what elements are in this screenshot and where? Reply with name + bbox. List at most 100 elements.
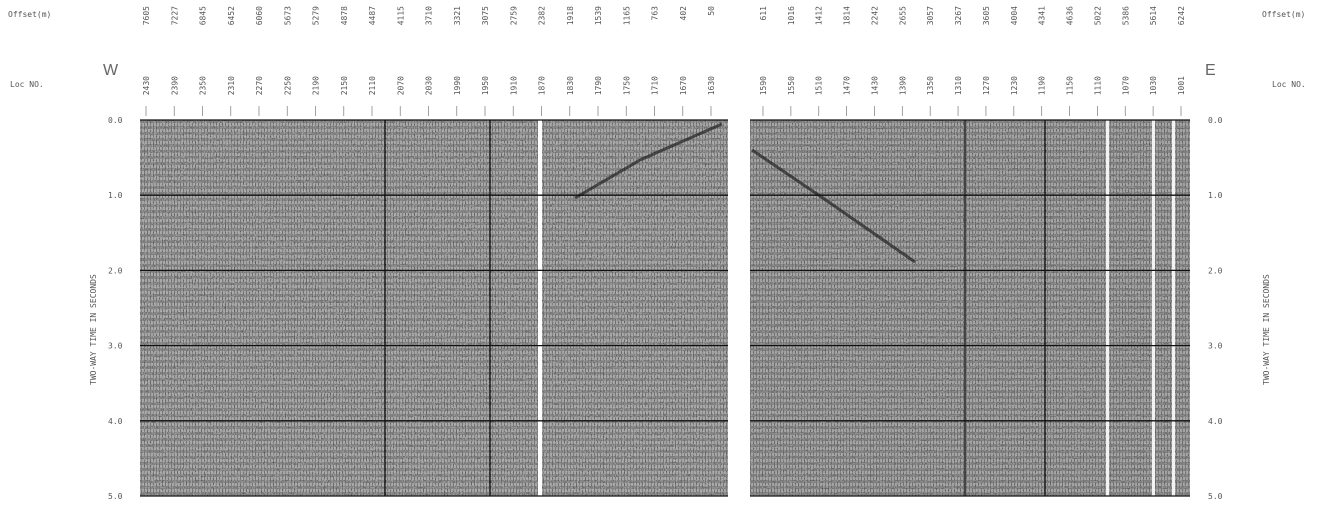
loc-tick-label: 1030 — [1149, 76, 1158, 95]
offset-tick-label: 3267 — [954, 6, 963, 25]
loc-tick-label: 1470 — [843, 76, 852, 95]
loc-tick-label: 1270 — [982, 76, 991, 95]
offset-tick-label: 6242 — [1177, 6, 1186, 25]
first-break-west — [574, 122, 723, 200]
offset-tick-label: 2759 — [509, 6, 518, 25]
offset-tick-label: 4341 — [1038, 6, 1047, 25]
loc-tick-label: 1430 — [871, 76, 880, 95]
offset-tick-label: 3075 — [481, 6, 490, 25]
offset-tick-label: 5022 — [1093, 6, 1102, 25]
offset-tick-label: 5279 — [312, 6, 321, 25]
loc-tick-label: 1110 — [1093, 76, 1102, 95]
loc-tick-label: 1990 — [453, 76, 462, 95]
offset-tick-label: 6845 — [199, 6, 208, 25]
loc-tick-label: 1830 — [566, 76, 575, 95]
loc-tick-label: 1790 — [594, 76, 603, 95]
y-tick-label-left: 3.0 — [108, 342, 123, 351]
offset-tick-label: 1016 — [787, 6, 796, 25]
dead-trace-east-1 — [1106, 120, 1109, 496]
y-tick-label-left: 0.0 — [108, 116, 123, 125]
loc-tick-label: 2430 — [142, 76, 151, 95]
offset-tick-label: 4878 — [340, 6, 349, 25]
loc-tick-label: 2310 — [227, 76, 236, 95]
loc-tick-label: 1590 — [759, 76, 768, 95]
west-panel-noise — [140, 120, 728, 496]
y-tick-label-right: 3.0 — [1208, 342, 1223, 351]
east-label: E — [1205, 62, 1216, 79]
offset-tick-label: 5386 — [1121, 6, 1130, 25]
loc-label-left: Loc NO. — [10, 80, 44, 89]
loc-label-right: Loc NO. — [1272, 80, 1306, 89]
loc-tick-label: 1190 — [1038, 76, 1047, 95]
offset-label-left: Offset(m) — [8, 10, 51, 19]
offset-tick-label: 6060 — [255, 6, 264, 25]
y-axis-labels: 0.0 0.0 1.0 1.0 2.0 2.0 3.0 3.0 4.0 4.0 5.0 5.0 — [108, 116, 1223, 501]
y-tick-label-right: 4.0 — [1208, 417, 1223, 426]
offset-tick-label: 4636 — [1066, 6, 1075, 25]
loc-tick-label: 1001 — [1177, 76, 1186, 95]
loc-tick-label: 1150 — [1066, 76, 1075, 95]
offset-tick-label: 7227 — [170, 6, 179, 25]
offset-tick-label: 50 — [707, 6, 716, 16]
loc-tick-label: 1670 — [679, 76, 688, 95]
loc-tick-label: 2350 — [199, 76, 208, 95]
offset-tick-label: 1918 — [566, 6, 575, 25]
loc-tick-label: 1950 — [481, 76, 490, 95]
y-tick-label-right: 5.0 — [1208, 492, 1223, 501]
offset-tick-label: 402 — [679, 6, 688, 21]
loc-tick-label: 2110 — [368, 76, 377, 95]
y-axis-title-right: TWO-WAY TIME IN SECONDS — [1262, 274, 1271, 385]
loc-tick-label: 1710 — [651, 76, 660, 95]
loc-tick-label: 1390 — [898, 76, 907, 95]
offset-tick-label: 2242 — [871, 6, 880, 25]
offset-tick-label: 1539 — [594, 6, 603, 25]
offset-label-right: Offset(m) — [1262, 10, 1305, 19]
loc-tick-label: 2150 — [340, 76, 349, 95]
x-axis-labels: 7605 7227 6845 6452 6060 5673 5279 4878 4487 4115… — [142, 6, 1186, 116]
loc-tick-label: 2250 — [283, 76, 292, 95]
offset-tick-label: 7605 — [142, 6, 151, 25]
offset-tick-label: 5614 — [1149, 6, 1158, 25]
offset-tick-label: 2655 — [898, 6, 907, 25]
offset-tick-label: 3057 — [926, 6, 935, 25]
west-label: W — [103, 62, 119, 79]
offset-tick-label: 4004 — [1010, 6, 1019, 25]
source-gap — [728, 118, 750, 498]
y-axis-title-left: TWO-WAY TIME IN SECONDS — [89, 274, 98, 385]
dead-trace-east-3 — [1172, 120, 1175, 496]
offset-tick-label: 4487 — [368, 6, 377, 25]
offset-tick-label: 763 — [651, 6, 660, 21]
loc-tick-label: 1550 — [787, 76, 796, 95]
y-tick-label-left: 1.0 — [108, 191, 123, 200]
loc-tick-label: 1910 — [509, 76, 518, 95]
dead-trace-east-2 — [1152, 120, 1155, 496]
loc-tick-label: 1230 — [1010, 76, 1019, 95]
offset-tick-label: 1412 — [815, 6, 824, 25]
offset-tick-label: 611 — [759, 6, 768, 21]
loc-tick-label: 1750 — [622, 76, 631, 95]
y-tick-label-left: 2.0 — [108, 266, 123, 275]
y-tick-label-right: 1.0 — [1208, 191, 1223, 200]
offset-tick-label: 4115 — [396, 6, 405, 25]
seismic-panels — [140, 118, 1190, 498]
y-tick-label-right: 2.0 — [1208, 266, 1223, 275]
loc-tick-label: 1310 — [954, 76, 963, 95]
dead-trace-west — [538, 120, 542, 496]
loc-tick-label: 1630 — [707, 76, 716, 95]
y-tick-label-left: 5.0 — [108, 492, 123, 501]
grid-lines — [140, 119, 1190, 497]
loc-tick-label: 2390 — [170, 76, 179, 95]
loc-tick-label: 1070 — [1121, 76, 1130, 95]
loc-tick-label: 1350 — [926, 76, 935, 95]
east-panel-noise — [750, 120, 1190, 496]
offset-tick-label: 3321 — [453, 6, 462, 25]
loc-tick-label: 2190 — [312, 76, 321, 95]
loc-tick-label: 2070 — [396, 76, 405, 95]
offset-tick-label: 3710 — [425, 6, 434, 25]
offset-tick-label: 2382 — [538, 6, 547, 25]
first-break-east — [751, 148, 916, 264]
offset-tick-label: 1814 — [843, 6, 852, 25]
offset-tick-label: 1165 — [622, 6, 631, 25]
loc-tick-label: 2270 — [255, 76, 264, 95]
